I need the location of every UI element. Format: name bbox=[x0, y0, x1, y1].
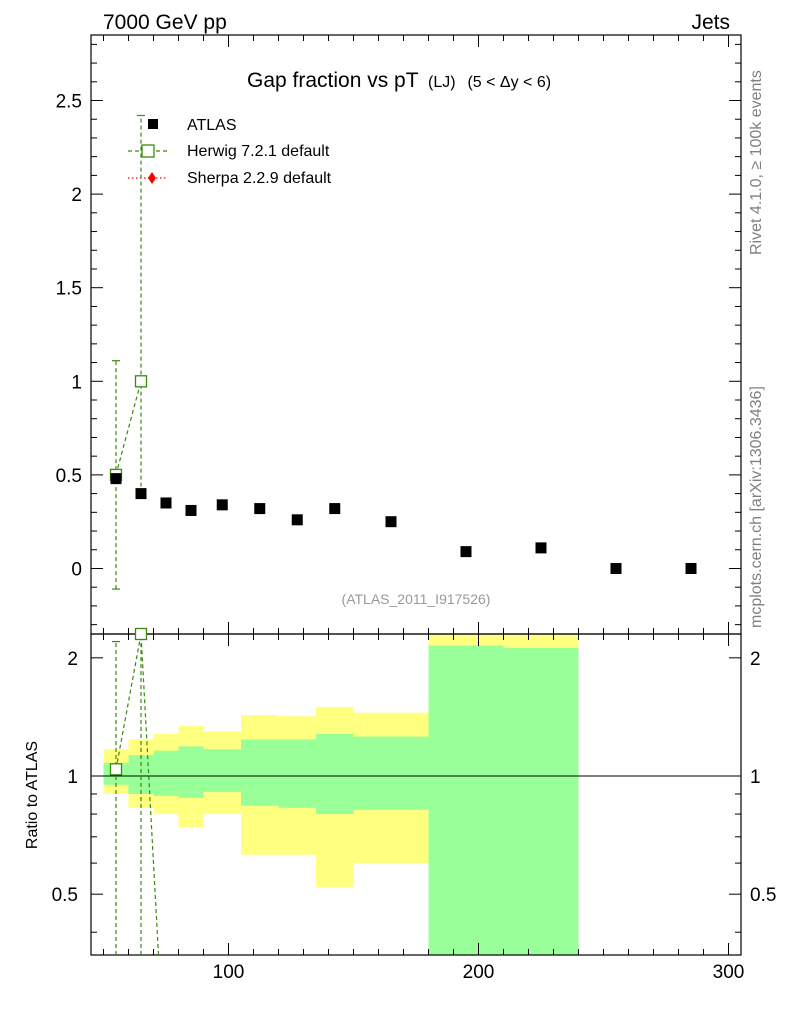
ratio-band-green-1 bbox=[128, 755, 154, 794]
herwig-ratio-point-1 bbox=[134, 627, 148, 641]
atlas-data-point-0 bbox=[110, 473, 122, 485]
atlas-data-point-12 bbox=[685, 562, 697, 574]
legend-label-atlas: ATLAS bbox=[187, 117, 237, 134]
ratio-band-green-7 bbox=[316, 733, 354, 815]
chart-title-range: (5 < Δy < 6) bbox=[467, 74, 551, 91]
herwig-series-main bbox=[109, 114, 148, 590]
herwig-ratio-connector bbox=[115, 633, 160, 956]
x-tick-label-0: 100 bbox=[213, 962, 245, 983]
legend-marker-sherpa bbox=[148, 172, 156, 184]
y-main-tick-label-1: 0.5 bbox=[56, 466, 82, 487]
y-main-tick-label-3: 1.5 bbox=[56, 279, 82, 300]
chart-title-main: Gap fraction vs pT bbox=[247, 69, 419, 92]
y-ratio-tick-label-right-2: 2 bbox=[750, 649, 761, 670]
y-ratio-tick-label-right-1: 1 bbox=[750, 767, 761, 788]
legend-marker-herwig bbox=[141, 144, 155, 158]
ratio-band-green-4 bbox=[203, 749, 241, 793]
header-energy-label: 7000 GeV pp bbox=[103, 11, 227, 34]
axis-ticks bbox=[91, 35, 741, 955]
x-tick-label-1: 200 bbox=[463, 962, 495, 983]
ratio-band-green-2 bbox=[153, 750, 179, 796]
atlas-data-point-5 bbox=[254, 503, 266, 515]
ratio-plot-frame bbox=[90, 633, 742, 956]
legend: ATLAS Herwig 7.2.1 default Sherpa 2.2.9 … bbox=[128, 117, 332, 187]
atlas-data-point-9 bbox=[460, 546, 472, 558]
y-main-tick-label-4: 2 bbox=[71, 185, 82, 206]
ratio-uncertainty-bands bbox=[103, 634, 579, 955]
rivet-version-label: Rivet 4.1.0, ≥ 100k events bbox=[748, 70, 765, 255]
y-ratio-tick-label-left-0: 0.5 bbox=[52, 885, 78, 906]
ratio-band-green-6 bbox=[278, 739, 316, 808]
y-ratio-tick-label-left-2: 2 bbox=[67, 649, 78, 670]
axis-tick-labels: 100 200 300 0 0.5 1 1.5 2 2.5 0.5 0.5 1 1 2 2 bbox=[52, 92, 777, 983]
legend-marker-atlas bbox=[148, 119, 158, 129]
atlas-data-point-7 bbox=[329, 503, 341, 515]
atlas-data-point-3 bbox=[185, 504, 197, 516]
atlas-data-point-6 bbox=[291, 514, 303, 526]
mcplots-reference-label: mcplots.cern.ch [arXiv:1306.3436] bbox=[748, 386, 765, 628]
chart-title-sub: (LJ) bbox=[428, 74, 456, 91]
herwig-main-connector bbox=[115, 381, 142, 476]
x-tick-label-2: 300 bbox=[713, 962, 745, 983]
atlas-data-point-4 bbox=[216, 499, 228, 511]
legend-label-herwig: Herwig 7.2.1 default bbox=[187, 143, 330, 160]
y-main-tick-label-0: 0 bbox=[71, 559, 82, 580]
ratio-band-green-10 bbox=[503, 647, 579, 955]
atlas-data-point-8 bbox=[385, 516, 397, 528]
atlas-data-point-10 bbox=[535, 542, 547, 554]
header-process-label: Jets bbox=[691, 11, 730, 34]
legend-label-sherpa: Sherpa 2.2.9 default bbox=[187, 170, 332, 187]
herwig-ratio-point-0 bbox=[109, 763, 123, 776]
analysis-tag: (ATLAS_2011_I917526) bbox=[342, 591, 491, 607]
atlas-data-point-11 bbox=[610, 562, 622, 574]
y-ratio-tick-label-right-0: 0.5 bbox=[750, 885, 776, 906]
herwig-main-point-1 bbox=[134, 375, 148, 388]
atlas-data-point-1 bbox=[135, 488, 147, 500]
ratio-band-green-9 bbox=[428, 645, 504, 955]
chart-title: Gap fraction vs pT (LJ) (5 < Δy < 6) bbox=[247, 69, 551, 92]
y-main-tick-label-5: 2.5 bbox=[56, 92, 82, 113]
herwig-series-ratio bbox=[109, 627, 160, 956]
atlas-data-point-2 bbox=[160, 497, 172, 509]
y-main-tick-label-2: 1 bbox=[71, 372, 82, 393]
ratio-band-green-5 bbox=[241, 739, 279, 806]
ratio-band-green-8 bbox=[353, 736, 429, 810]
ratio-axis-label: Ratio to ATLAS bbox=[24, 741, 41, 849]
atlas-series-main bbox=[110, 473, 697, 574]
ratio-band-green-3 bbox=[178, 746, 204, 798]
y-ratio-tick-label-left-1: 1 bbox=[67, 767, 78, 788]
